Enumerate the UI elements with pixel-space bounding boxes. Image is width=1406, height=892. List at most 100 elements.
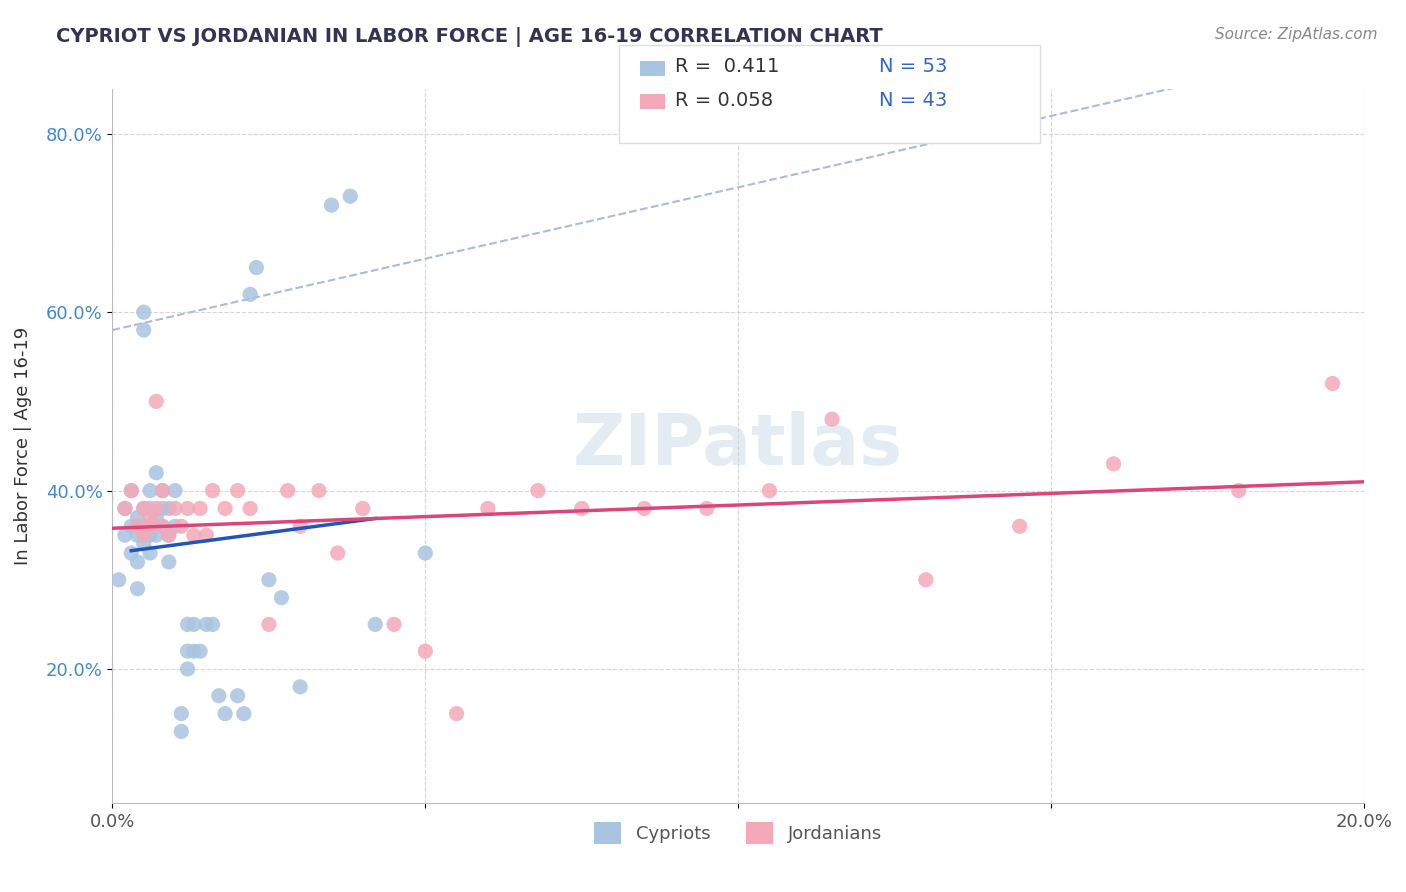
Point [120,483,142,498]
Point [696,501,718,516]
Point [339,189,361,203]
Point [145,394,167,409]
Point [157,555,180,569]
Point [821,412,844,426]
Text: R = 0.058: R = 0.058 [675,91,773,111]
Point [245,260,267,275]
Point [163,483,186,498]
Point [139,528,162,542]
Point [477,501,499,516]
Point [352,501,374,516]
Y-axis label: In Labor Force | Age 16-19: In Labor Force | Age 16-19 [14,326,32,566]
Point [157,501,180,516]
Point [214,501,236,516]
Point [132,537,155,551]
Text: R =  0.411: R = 0.411 [675,57,779,77]
Point [446,706,468,721]
Point [1008,519,1031,533]
Point [188,644,211,658]
Point [107,573,129,587]
Point [183,528,205,542]
Point [127,510,149,524]
Point [163,501,186,516]
Point [157,528,180,542]
Point [127,555,149,569]
Point [139,510,162,524]
Point [145,528,167,542]
Point [415,546,437,560]
Point [152,519,174,533]
Point [915,573,938,587]
Point [201,483,224,498]
Point [308,483,330,498]
Point [232,706,254,721]
Point [152,483,174,498]
Point [132,323,155,337]
Point [132,305,155,319]
Text: ZIPatlas: ZIPatlas [574,411,903,481]
Legend: Cypriots, Jordanians: Cypriots, Jordanians [586,814,890,851]
Point [758,483,780,498]
Text: N = 53: N = 53 [879,57,948,77]
Point [1322,376,1344,391]
Point [145,510,167,524]
Point [239,287,262,301]
Point [382,617,405,632]
Point [139,519,162,533]
Point [226,483,249,498]
Point [176,617,198,632]
Point [127,519,149,533]
Point [364,617,387,632]
Point [163,519,186,533]
Point [183,644,205,658]
Point [170,706,193,721]
Point [201,617,224,632]
Point [120,519,142,533]
Point [290,680,312,694]
Point [139,546,162,560]
Point [188,501,211,516]
Point [633,501,655,516]
Point [132,501,155,516]
Text: CYPRIOT VS JORDANIAN IN LABOR FORCE | AGE 16-19 CORRELATION CHART: CYPRIOT VS JORDANIAN IN LABOR FORCE | AG… [56,27,883,46]
Point [114,528,136,542]
Point [152,483,174,498]
Point [257,573,280,587]
Point [132,501,155,516]
Point [195,617,218,632]
Point [152,519,174,533]
Point [114,501,136,516]
Point [326,546,349,560]
Point [114,501,136,516]
Point [1227,483,1250,498]
Point [270,591,292,605]
Point [145,466,167,480]
Point [277,483,299,498]
Point [571,501,593,516]
Point [176,662,198,676]
Point [1102,457,1125,471]
Point [170,724,193,739]
Point [208,689,231,703]
Point [195,528,218,542]
Point [415,644,437,658]
Point [257,617,280,632]
Point [127,582,149,596]
Point [152,501,174,516]
Point [290,519,312,533]
Point [176,501,198,516]
Point [321,198,343,212]
Point [183,617,205,632]
Point [239,501,262,516]
Point [139,501,162,516]
Point [527,483,550,498]
Point [132,528,155,542]
Point [226,689,249,703]
Point [139,483,162,498]
Point [120,546,142,560]
Point [145,501,167,516]
Point [127,528,149,542]
Text: N = 43: N = 43 [879,91,948,111]
Point [214,706,236,721]
Point [170,519,193,533]
